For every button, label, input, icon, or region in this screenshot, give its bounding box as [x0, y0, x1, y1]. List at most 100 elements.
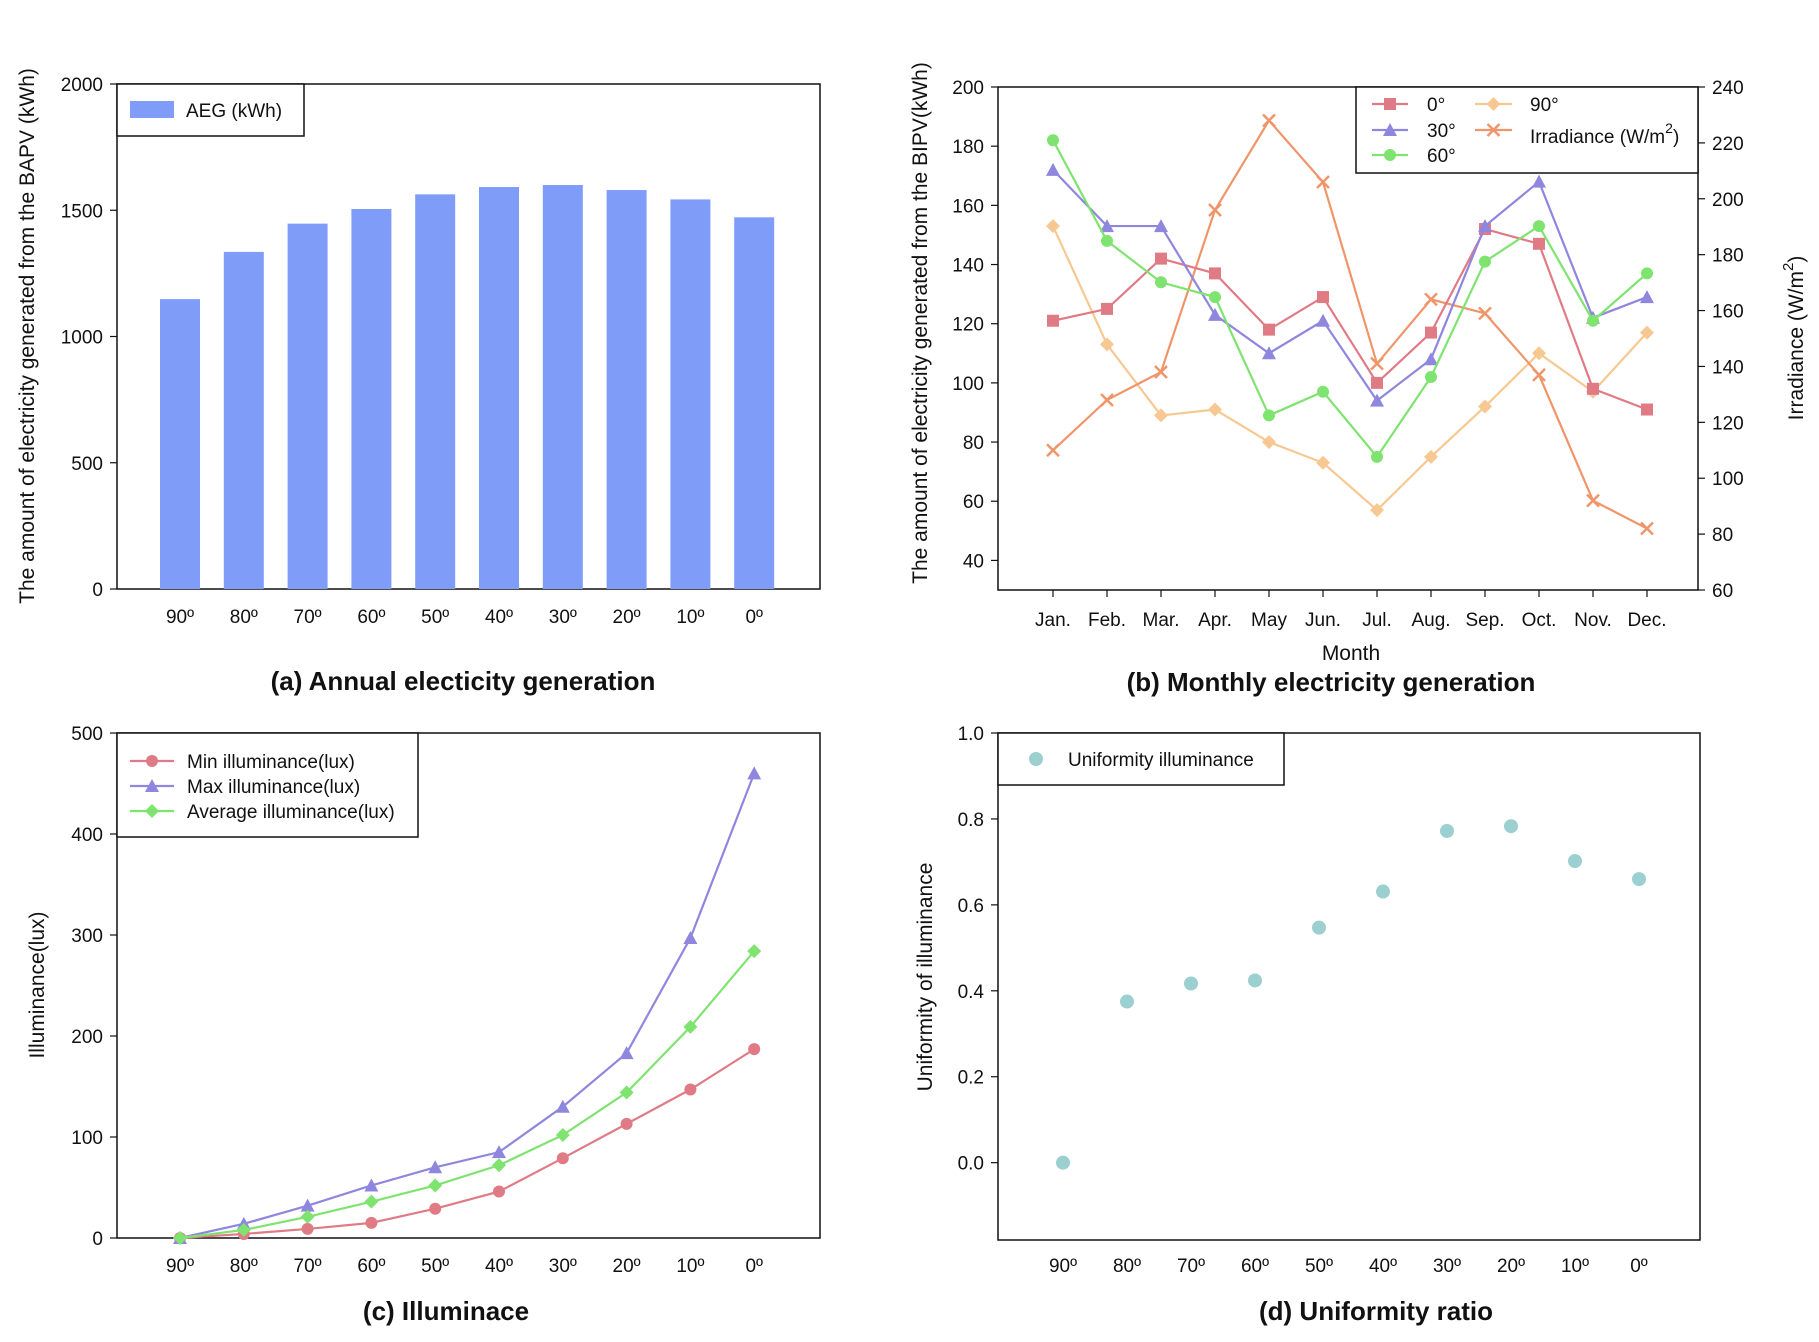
b-y2tick-label-9: 240 — [1712, 78, 1744, 99]
b-point-s0-7 — [1425, 326, 1437, 339]
b-xtick-label-8: Sep. — [1465, 610, 1504, 631]
b-xtick-label-5: Jun. — [1305, 610, 1341, 631]
b-point-s4-9 — [1532, 367, 1546, 382]
b-point-s0-11 — [1641, 403, 1653, 416]
d-xtick-label-3: 60º — [1241, 1256, 1269, 1277]
d-xtick-label-0: 90º — [1049, 1256, 1077, 1277]
legend-label-irradiance: Irradiance (W/m2) — [1530, 120, 1679, 148]
c-point-s2-0 — [173, 1231, 187, 1245]
d-legend-marker — [1029, 752, 1043, 766]
y2-title-text: Irradiance (W/m — [1785, 271, 1808, 420]
b-point-s0-6 — [1371, 376, 1383, 389]
b-point-s1-3 — [1208, 307, 1222, 321]
bar-6 — [542, 185, 583, 589]
c-ytick-label-0: 0 — [92, 1229, 103, 1250]
b-point-s2-3 — [1209, 291, 1221, 304]
b-point-s2-0 — [1047, 134, 1059, 147]
c-ytick-label-4: 400 — [71, 825, 103, 846]
d-point-1 — [1120, 994, 1134, 1009]
b-point-s4-7-stroke-2 — [1424, 292, 1438, 307]
y2-title-end: ) — [1785, 256, 1808, 263]
d-xtick-label-2: 70º — [1177, 1256, 1205, 1277]
b-legend-marker-0 — [1384, 98, 1396, 110]
b-point-s3-3 — [1208, 402, 1222, 417]
b-ytick-label-3: 100 — [952, 374, 984, 395]
a-ytick-label-0: 0 — [92, 580, 103, 601]
c-point-s0-7 — [620, 1117, 633, 1130]
b-y2tick-label-8: 220 — [1712, 134, 1744, 155]
c-xtick-label-9: 0º — [745, 1256, 763, 1277]
b-point-s4-3 — [1208, 203, 1222, 217]
b-legend-marker-4-stroke-2 — [1486, 123, 1501, 137]
c-xtick-label-0: 90º — [166, 1256, 194, 1277]
c-point-s1-2 — [300, 1198, 315, 1212]
b-series-line-3 — [1051, 225, 1648, 512]
a-xtick-label-0: 90º — [166, 607, 194, 628]
b-point-s4-2-stroke-2 — [1154, 365, 1168, 379]
panel-d-legend-box — [997, 732, 1285, 786]
panel-b-legend: 0° 30° 60° 90° Irradiance (W/m2) — [1355, 86, 1699, 174]
b-point-s2-5 — [1317, 385, 1329, 398]
bar-3 — [351, 208, 392, 590]
a-xtick-label-8: 10º — [676, 607, 704, 628]
c-point-s2-1 — [236, 1222, 251, 1237]
b-point-s3-0 — [1046, 219, 1060, 234]
b-point-s3-7 — [1424, 449, 1438, 464]
b-legend-marker-1 — [1383, 123, 1397, 136]
d-point-2 — [1184, 976, 1198, 991]
legend-label-30deg: 30° — [1427, 121, 1456, 142]
b-point-s1-7 — [1424, 352, 1438, 366]
a-ytick-label-3: 1500 — [61, 201, 103, 222]
b-xtick-label-10: Nov. — [1574, 610, 1612, 631]
panel-b-y2-axis-title: Irradiance (W/m2) — [1780, 256, 1808, 421]
b-ytick-label-7: 180 — [952, 137, 984, 158]
a-xtick-label-6: 30º — [549, 607, 577, 628]
b-point-s0-5 — [1317, 291, 1329, 304]
b-point-s0-1 — [1101, 302, 1113, 315]
b-point-s4-0-stroke-2 — [1046, 443, 1060, 458]
b-y2tick-label-2: 100 — [1712, 469, 1744, 490]
b-point-s2-2 — [1155, 276, 1167, 289]
c-xtick-label-6: 30º — [549, 1256, 577, 1277]
panel-a-y-axis-title: The amount of electricity generated from… — [16, 68, 39, 604]
legend-irradiance-end: ) — [1673, 127, 1679, 148]
b-ytick-label-5: 140 — [952, 256, 984, 277]
a-ytick-label-1: 500 — [71, 454, 103, 475]
a-xtick-label-4: 50º — [421, 607, 449, 628]
panel-d-y-axis-title: Uniformity of illuminance — [914, 863, 937, 1092]
b-point-s4-8 — [1478, 306, 1492, 321]
c-point-s1-8 — [683, 931, 698, 945]
b-point-s3-1 — [1100, 337, 1114, 352]
panel-b-x-axis-title: Month — [1322, 642, 1380, 665]
b-point-s1-2 — [1154, 219, 1168, 233]
c-legend-marker-2 — [145, 804, 159, 818]
c-point-s2-4 — [428, 1178, 443, 1193]
panel-d-caption: (d) Uniformity ratio — [1259, 1296, 1493, 1326]
c-point-s1-3 — [364, 1178, 379, 1192]
c-xtick-label-5: 40º — [485, 1256, 513, 1277]
b-point-s4-2 — [1154, 365, 1168, 379]
d-point-6 — [1440, 823, 1454, 838]
b-point-s1-6 — [1370, 393, 1384, 407]
b-legend-marker-3 — [1486, 97, 1501, 111]
d-ytick-label-4: 0.8 — [958, 810, 984, 831]
b-y2tick-label-3: 120 — [1712, 413, 1744, 434]
c-ytick-label-2: 200 — [71, 1027, 103, 1048]
c-ytick-label-3: 300 — [71, 926, 103, 947]
a-xtick-label-1: 80º — [230, 607, 258, 628]
c-point-s1-4 — [428, 1160, 443, 1174]
panel-c-y-axis-title: Illuminance(lux) — [26, 911, 49, 1058]
c-point-s2-8 — [683, 1019, 698, 1034]
d-ytick-label-5: 1.0 — [958, 724, 984, 745]
b-point-s4-6-stroke-2 — [1370, 356, 1384, 371]
a-xtick-label-3: 60º — [357, 607, 385, 628]
panel-a-caption: (a) Annual electicity generation — [271, 666, 656, 696]
b-xtick-label-1: Feb. — [1088, 610, 1126, 631]
b-y2tick-label-0: 60 — [1712, 581, 1733, 602]
panel-d-uniformity-ratio: 0.0 0.2 0.4 0.6 0.8 1.0 90º 80º 70º 60º 50º 40º 30º 2… — [914, 724, 1701, 1326]
b-point-s3-4 — [1262, 435, 1276, 450]
panel-b-plot-frame — [997, 86, 1699, 591]
c-point-s2-6 — [555, 1127, 570, 1142]
legend-label-min-illuminance: Min illuminance(lux) — [187, 752, 355, 773]
panel-b-monthly-generation: 40 60 80 100 120 140 160 180 200 60 80 100 120 140 160… — [909, 62, 1808, 697]
